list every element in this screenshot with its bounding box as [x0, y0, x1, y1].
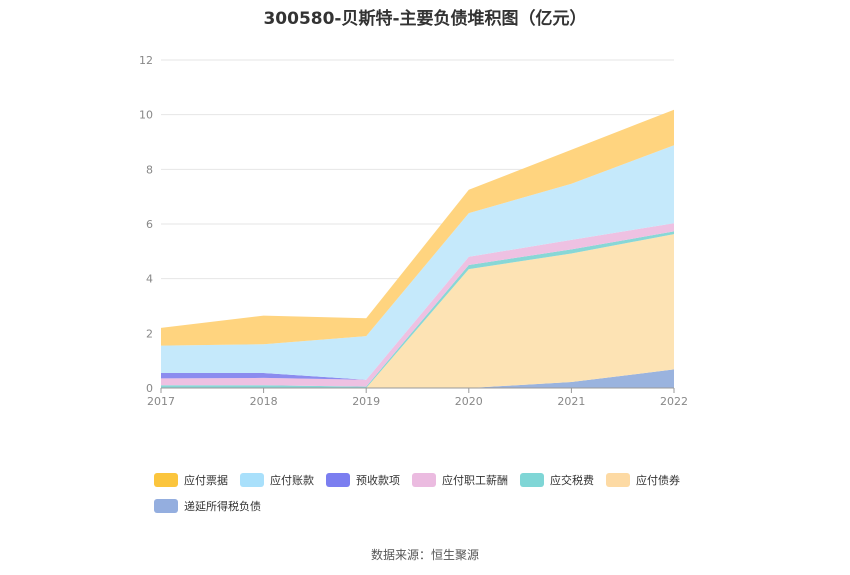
data-source-note: 数据来源：恒生聚源 [370, 548, 479, 562]
x-tick-label: 2018 [250, 395, 278, 408]
legend-item[interactable]: 递延所得税负债 [154, 498, 261, 514]
area-series-3 [161, 223, 674, 387]
legend-swatch [240, 473, 264, 487]
legend-label: 应付票据 [184, 474, 228, 487]
legend-label: 应交税费 [550, 474, 594, 487]
legend-item[interactable]: 应付职工薪酬 [412, 472, 508, 488]
area-series-6 [161, 109, 674, 346]
y-tick-label: 2 [146, 327, 153, 340]
legend-swatch [326, 473, 350, 487]
x-tick-label: 2017 [147, 395, 175, 408]
y-tick-label: 10 [139, 109, 153, 122]
y-tick-label: 8 [146, 163, 153, 176]
area-series-0 [161, 369, 674, 388]
chart-title: 300580-贝斯特-主要负债堆积图（亿元） [263, 9, 587, 29]
legend-swatch [520, 473, 544, 487]
legend-label: 应付职工薪酬 [442, 474, 508, 487]
x-tick-label: 2020 [455, 395, 483, 408]
legend-label: 预收款项 [356, 474, 400, 487]
y-tick-label: 0 [146, 382, 153, 395]
legend-item[interactable]: 应付票据 [154, 472, 228, 488]
y-tick-label: 12 [139, 54, 153, 67]
area-series-5 [161, 145, 674, 380]
legend-swatch [154, 473, 178, 487]
legend-label: 递延所得税负债 [184, 500, 261, 513]
x-tick-label: 2022 [660, 395, 688, 408]
legend-item[interactable]: 应交税费 [520, 472, 594, 488]
legend-swatch [412, 473, 436, 487]
stacked-area-chart: 0 2 4 6 8 10 12 2017 2018 2019 2020 2021 2022 [139, 54, 688, 408]
legend-item[interactable]: 应付债券 [606, 472, 680, 488]
legend-label: 应付账款 [270, 474, 314, 487]
legend-label: 应付债券 [636, 474, 680, 487]
x-tick-label: 2021 [557, 395, 585, 408]
legend-item[interactable]: 预收款项 [326, 472, 400, 488]
legend-item[interactable]: 应付账款 [240, 472, 314, 488]
legend-swatch [154, 499, 178, 513]
chart-legend: 应付票据 应付账款 预收款项 应付职工薪酬 应交税费 应付债券递延所得税负债 [154, 472, 734, 524]
area-series-1 [161, 234, 674, 388]
x-tick-label: 2019 [352, 395, 380, 408]
y-tick-label: 4 [146, 273, 153, 286]
y-tick-label: 6 [146, 218, 153, 231]
legend-swatch [606, 473, 630, 487]
